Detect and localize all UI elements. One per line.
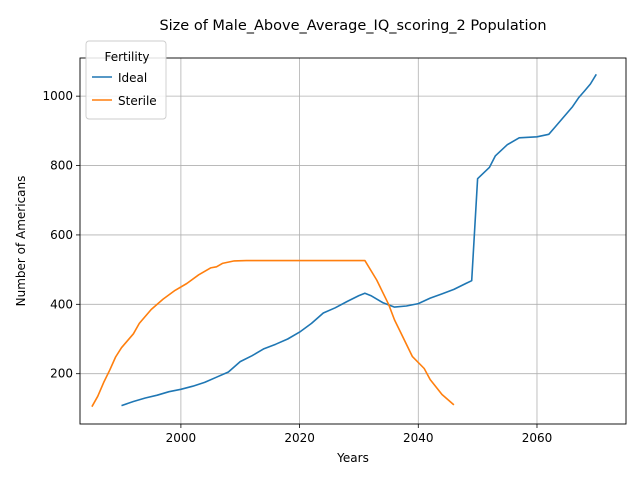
- plot-frame: [79, 57, 627, 425]
- y-axis-label: Number of Americans: [14, 176, 28, 307]
- x-tick-label: 2040: [403, 431, 434, 445]
- plot-area: [80, 58, 626, 424]
- legend: Fertility Ideal Sterile: [85, 40, 167, 120]
- x-tick-label: 2020: [284, 431, 315, 445]
- y-tick-label: 600: [50, 228, 73, 242]
- legend-title: Fertility: [104, 50, 149, 64]
- x-axis-ticks: 2000 2020 2040 2060: [166, 424, 553, 445]
- series-lines: [91, 73, 597, 408]
- series-line-sterile: [91, 259, 455, 408]
- legend-label-sterile: Sterile: [118, 94, 157, 108]
- series-line-ideal: [121, 73, 597, 407]
- chart-title: Size of Male_Above_Average_IQ_scoring_2 …: [159, 18, 546, 34]
- y-axis-ticks: 200 400 600 800 1000: [42, 89, 80, 381]
- y-tick-label: 400: [50, 297, 73, 311]
- y-tick-label: 800: [50, 159, 73, 173]
- y-tick-label: 200: [50, 367, 73, 381]
- grid: [80, 58, 626, 424]
- x-tick-label: 2060: [522, 431, 553, 445]
- x-axis-label: Years: [336, 451, 369, 465]
- y-tick-label: 1000: [42, 89, 73, 103]
- x-tick-label: 2000: [166, 431, 197, 445]
- legend-label-ideal: Ideal: [118, 71, 147, 85]
